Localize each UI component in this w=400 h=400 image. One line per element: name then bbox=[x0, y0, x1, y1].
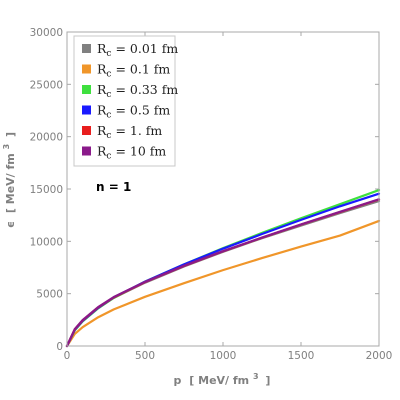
legend-label-sub-4: c bbox=[106, 131, 111, 141]
legend-label-sub-1: c bbox=[106, 70, 111, 80]
legend-label-symbol-0: R bbox=[97, 41, 107, 56]
legend-label-1: Rc = 0.1 fm bbox=[97, 62, 170, 80]
x-tick-label-4: 2000 bbox=[366, 350, 393, 362]
y-tick-label-6: 30000 bbox=[30, 27, 63, 39]
x-axis-label-unit: [ MeV/ fm bbox=[189, 374, 249, 387]
ticks-layer: 0 500 1000 1500 2000050001000015000200002500… bbox=[30, 27, 393, 362]
legend-swatch-4 bbox=[82, 126, 91, 135]
legend-label-symbol-1: R bbox=[97, 62, 107, 77]
y-axis-label-unit: [ MeV/ fm bbox=[4, 153, 17, 213]
legend-label-5: Rc = 10 fm bbox=[97, 144, 166, 162]
series-line-5 bbox=[65, 198, 381, 348]
x-tick-label-2: 1000 bbox=[210, 350, 237, 362]
legend-box bbox=[73, 35, 176, 167]
legend-label-symbol-5: R bbox=[97, 144, 107, 159]
x-axis-label-exp: 3 bbox=[253, 372, 259, 381]
legend-label-4: Rc = 1. fm bbox=[97, 123, 162, 141]
legend-swatch-0 bbox=[82, 44, 91, 53]
legend-label-symbol-3: R bbox=[97, 103, 107, 118]
legend-label-rest-1: = 0.1 fm bbox=[111, 62, 170, 77]
y-axis-label: ϵ [ MeV/ fm 3 ] bbox=[0, 132, 17, 228]
legend-label-sub-5: c bbox=[106, 152, 111, 162]
y-tick-label-2: 10000 bbox=[30, 236, 63, 248]
legend-label-sub-3: c bbox=[106, 111, 111, 121]
legend-swatch-5 bbox=[82, 146, 91, 156]
x-axis-label-close: ] bbox=[265, 374, 270, 387]
y-tick-label-0: 0 bbox=[56, 341, 63, 353]
x-tick-label-1: 500 bbox=[135, 350, 155, 362]
legend-label-3: Rc = 0.5 fm bbox=[97, 103, 170, 121]
x-tick-label-0: 0 bbox=[64, 350, 71, 362]
n-annotation: n = 1 bbox=[96, 180, 131, 194]
legend-label-sub-0: c bbox=[106, 49, 111, 59]
y-tick-label-5: 25000 bbox=[30, 79, 63, 91]
x-tick-label-3: 1500 bbox=[288, 350, 315, 362]
legend-swatch-3 bbox=[82, 105, 91, 115]
series-line-1 bbox=[65, 219, 381, 348]
y-axis-label-close: ] bbox=[4, 132, 17, 137]
x-axis-label: p [ MeV/ fm 3 ] bbox=[174, 369, 271, 387]
legend-label-rest-0: = 0.01 fm bbox=[111, 41, 178, 56]
legend-swatch-2 bbox=[82, 85, 91, 94]
y-tick-label-1: 5000 bbox=[36, 289, 63, 301]
y-tick-label-3: 15000 bbox=[30, 184, 63, 196]
legend-label-symbol-2: R bbox=[97, 82, 107, 97]
legend-label-0: Rc = 0.01 fm bbox=[97, 41, 178, 59]
y-axis-label-main: ϵ bbox=[4, 221, 17, 228]
legend-label-2: Rc = 0.33 fm bbox=[97, 82, 178, 100]
x-axis-label-main: p bbox=[174, 374, 182, 387]
y-axis-label-exp: 3 bbox=[2, 144, 11, 150]
legend-label-rest-4: = 1. fm bbox=[111, 123, 162, 138]
series-layer bbox=[65, 188, 381, 348]
legend-label-rest-2: = 0.33 fm bbox=[111, 82, 178, 97]
legend-label-rest-3: = 0.5 fm bbox=[111, 103, 170, 118]
legend-swatch-1 bbox=[82, 64, 91, 74]
y-tick-label-4: 20000 bbox=[30, 132, 63, 144]
legend-label-rest-5: = 10 fm bbox=[111, 144, 166, 159]
legend-label-sub-2: c bbox=[106, 90, 111, 100]
legend-label-symbol-4: R bbox=[97, 123, 107, 138]
